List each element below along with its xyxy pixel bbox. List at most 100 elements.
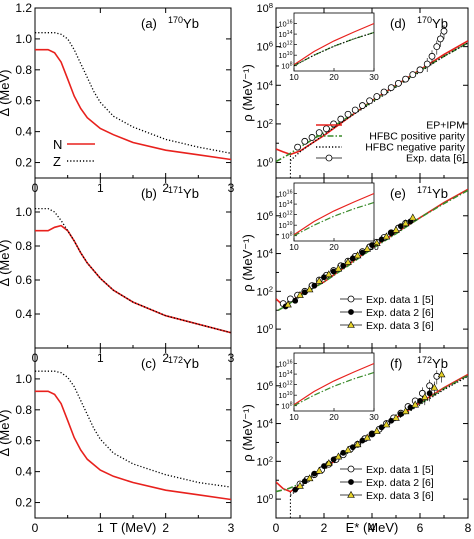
inset-x-tick-label: 30 [369, 72, 379, 82]
exp-point [409, 71, 417, 79]
y-tick-label: 0.8 [15, 63, 32, 77]
exp-point [315, 129, 323, 137]
exp-point [330, 268, 337, 275]
exp-point [402, 75, 410, 83]
nucleus-label: 171Yb [168, 185, 199, 201]
inset-y-tick-label: 1010 [278, 221, 292, 230]
series-line-z [35, 370, 231, 488]
y-tick-label: 102 [256, 284, 273, 299]
series-line-n [35, 390, 231, 501]
exp-point [369, 431, 375, 437]
exp-point [430, 383, 439, 391]
exp-point [349, 255, 356, 262]
exp-point [315, 276, 324, 284]
exp-point [440, 27, 448, 35]
inset-series-line [293, 31, 375, 67]
inset-y-tick-label: 108 [281, 402, 292, 411]
y-axis-label: Δ (MeV) [0, 240, 12, 287]
inset-x-tick-label: 30 [369, 412, 379, 422]
x-tick-label: 2 [162, 181, 169, 195]
panel-c: 0 1 2 3 0.2 0.4 0.6 0.8 1.0 Δ (MeV) (c) 172Yb [0, 347, 235, 535]
inset-x-tick-label: 30 [369, 242, 379, 252]
legend-marker [347, 465, 355, 473]
exp-point [330, 120, 338, 128]
exp-point [344, 445, 352, 453]
inset-x-tick-label: 10 [289, 412, 299, 422]
exp-point [366, 97, 374, 105]
exp-point [382, 232, 391, 240]
exp-point [388, 417, 395, 424]
inset-y-tick-label: 1016 [278, 190, 292, 199]
legend-marker [325, 154, 333, 162]
inset-frame [293, 352, 375, 412]
exp-point [397, 411, 404, 418]
x-tick-label: 8 [465, 521, 472, 535]
legend-label: HFBC positive parity [369, 131, 465, 143]
series-group [276, 188, 468, 311]
series-line-z [35, 32, 231, 154]
nucleus-label: 171Yb [417, 185, 448, 201]
x-tick-label: 1 [97, 521, 104, 535]
exp-point [373, 93, 381, 100]
y-tick-label: 108 [256, 1, 273, 16]
exp-point [292, 297, 299, 304]
exp-point [344, 110, 352, 118]
y-tick-label: 0.2 [15, 156, 32, 170]
inset-series-line [293, 22, 375, 66]
exp-point [322, 125, 330, 133]
exp-point [337, 115, 345, 123]
x-tick-label: 1 [97, 351, 104, 365]
exp-point [401, 407, 410, 415]
inset-x-tick-label: 10 [289, 242, 299, 252]
exp-point [408, 213, 417, 221]
exp-point [305, 474, 314, 482]
series-group [35, 32, 231, 161]
inset-frame [293, 12, 375, 72]
x-tick-label: 0 [273, 521, 280, 535]
legend-label: Z [53, 154, 61, 169]
y-axis-label: Δ (MeV) [0, 70, 12, 117]
inset-series-line [293, 371, 375, 407]
exp-point [340, 449, 347, 456]
y-tick-label: 1.0 [15, 372, 32, 386]
exp-point [330, 456, 337, 463]
exp-point [311, 470, 318, 477]
y-tick-label: 106 [256, 39, 273, 54]
legend-label: Exp. data 2 [6] [366, 307, 434, 319]
inset-x-tick-label: 20 [329, 242, 339, 252]
exp-point [407, 404, 414, 411]
y-tick-label: 100 [256, 322, 273, 337]
inset-y-tick-label: 108 [281, 232, 292, 241]
y-tick-label: 0.8 [15, 239, 32, 253]
panel-label: (d) [390, 16, 406, 31]
exp-point [353, 251, 362, 259]
inset-y-tick-label: 1012 [278, 381, 292, 390]
series-line-n [35, 224, 231, 334]
inset-x-tick-label: 20 [329, 72, 339, 82]
y-tick-label: 106 [256, 378, 273, 393]
exp-point [388, 229, 395, 236]
exp-point [397, 223, 404, 230]
inset-y-tick-label: 1010 [278, 51, 292, 60]
inset-y-tick-label: 108 [281, 62, 292, 71]
exp-point [426, 390, 433, 397]
y-tick-label: 100 [256, 492, 273, 507]
x-axis-label-right: E* (MeV) [346, 520, 399, 535]
x-tick-label: 3 [228, 521, 235, 535]
y-tick-label: 102 [256, 454, 273, 469]
y-tick-label: 104 [256, 246, 273, 261]
y-tick-label: 102 [256, 116, 273, 131]
x-tick-label: 2 [321, 521, 328, 535]
exp-point [416, 66, 424, 74]
inset-y-tick-label: 1012 [278, 41, 292, 50]
x-axis-label-left: T (MeV) [110, 520, 157, 535]
inset-y-tick-label: 1014 [278, 370, 292, 379]
exp-point [363, 433, 372, 441]
exp-point [363, 244, 372, 252]
inset-y-tick-label: 1012 [278, 211, 292, 220]
